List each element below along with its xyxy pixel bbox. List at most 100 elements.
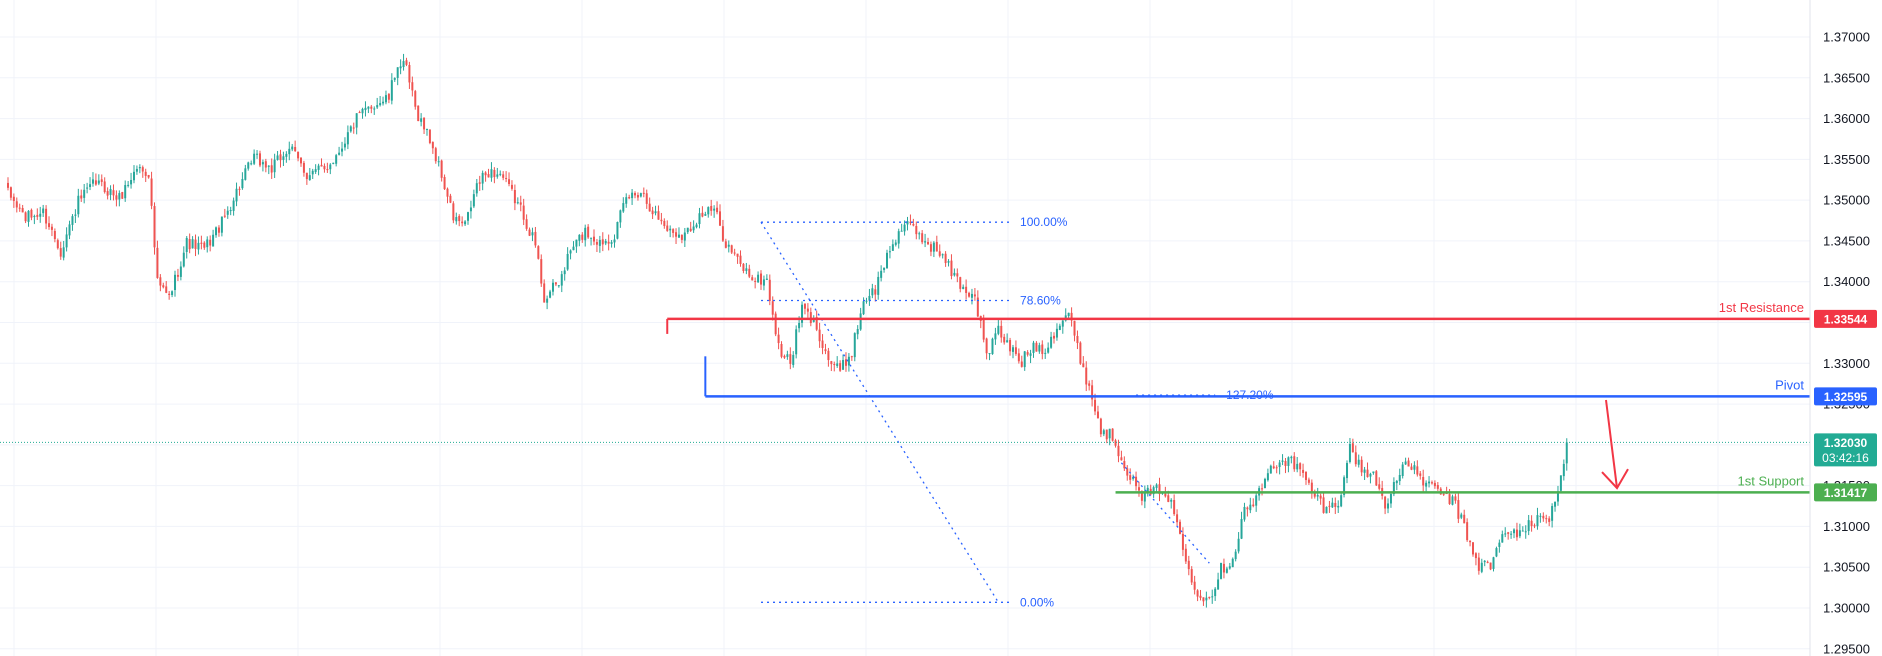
resistance-price-tag [1814, 309, 1877, 328]
candle-body [874, 289, 877, 295]
candle-body [62, 247, 65, 258]
candle-body [1096, 411, 1099, 419]
candle-body [130, 180, 133, 185]
annotation-arrow[interactable] [1601, 399, 1629, 490]
candle-body [798, 322, 801, 329]
candle-body [431, 142, 434, 149]
candle-body [30, 209, 33, 218]
candle-body [1340, 495, 1343, 507]
candle-body [587, 226, 590, 238]
candle-body [467, 212, 470, 221]
candle-body [1146, 487, 1149, 492]
candle-body [138, 167, 141, 169]
fibonacci-extension[interactable]: 100.00%78.60%127.20%0.00% [760, 215, 1274, 609]
candle-body [657, 211, 660, 220]
candle-body [209, 239, 212, 246]
candle-body [1384, 496, 1387, 509]
candle-body [188, 239, 191, 250]
candle-body [973, 294, 976, 297]
candle-body [628, 197, 631, 199]
candle-body [645, 193, 648, 204]
candle-body [141, 167, 144, 172]
candle-body [941, 254, 944, 256]
candle-body [1457, 500, 1460, 519]
candle-body [1474, 553, 1477, 559]
candle-body [522, 205, 525, 220]
candle-body [672, 229, 675, 233]
candle-body [194, 239, 197, 249]
candle-body [1196, 590, 1199, 597]
candle-body [1319, 495, 1322, 499]
candle-body [179, 266, 182, 277]
candle-body [877, 276, 880, 295]
candle-body [1542, 515, 1545, 519]
candle-body [235, 188, 238, 202]
candle-body [100, 179, 103, 182]
candle-body [1214, 588, 1217, 597]
candle-body [18, 207, 21, 209]
candle-body [200, 242, 203, 244]
candle-body [285, 153, 288, 157]
candle-body [68, 224, 71, 236]
candle-body [710, 205, 713, 211]
candle-body [1422, 477, 1425, 486]
candle-body [680, 234, 683, 240]
candle-body [1249, 504, 1252, 511]
candle-body [481, 172, 484, 184]
price-levels[interactable]: 1st Resistance Pivot 1st Support [0, 300, 1810, 494]
candle-body [927, 241, 930, 245]
candle-body [968, 292, 971, 297]
candle-body [648, 203, 651, 212]
candle-body [226, 210, 229, 215]
candle-body [1404, 461, 1407, 465]
candle-body [449, 195, 452, 203]
candle-body [361, 108, 364, 114]
candle-body [1105, 429, 1108, 440]
candle-body [425, 128, 428, 130]
candle-body [1430, 482, 1433, 484]
candle-body [698, 213, 701, 225]
candle-body [880, 270, 883, 278]
candle-body [1082, 363, 1085, 368]
candle-body [352, 127, 355, 129]
candle-body [1231, 558, 1234, 568]
candle-body [1375, 471, 1378, 486]
price-axis[interactable]: 1.37000 1.36500 1.36000 1.35500 1.35000 1.345… [1809, 0, 1877, 656]
candle-body [159, 277, 162, 286]
candle-body [317, 165, 320, 170]
candle-body [472, 194, 475, 207]
candle-body [654, 211, 657, 214]
candle-body [153, 206, 156, 248]
candle-body [1483, 560, 1486, 563]
candle-body [1208, 596, 1211, 598]
candle-body [610, 242, 613, 244]
candle-body [721, 226, 724, 241]
candle-body [935, 241, 938, 252]
candle-body [440, 160, 443, 178]
candle-body [883, 267, 886, 270]
candle-body [724, 241, 727, 248]
candle-body [1518, 530, 1521, 537]
candle-body [616, 222, 619, 239]
candle-body [399, 66, 402, 69]
candle-body [1372, 471, 1375, 474]
candle-body [1199, 595, 1202, 598]
candle-body [1026, 352, 1029, 355]
candle-body [1536, 515, 1539, 527]
candle-body [742, 263, 745, 272]
grid-layer [0, 0, 1810, 656]
candle-body [1322, 497, 1325, 513]
candle-body [686, 227, 689, 233]
candle-body [1442, 493, 1445, 495]
candle-body [94, 180, 97, 185]
candle-body [525, 219, 528, 229]
candle-body [215, 227, 218, 236]
candle-body [1416, 466, 1419, 475]
candle-body [36, 214, 39, 217]
candle-body [311, 170, 314, 175]
candle-body [1067, 312, 1070, 317]
candle-body [1023, 351, 1026, 368]
candle-body [1140, 491, 1143, 501]
candle-body [871, 288, 874, 296]
